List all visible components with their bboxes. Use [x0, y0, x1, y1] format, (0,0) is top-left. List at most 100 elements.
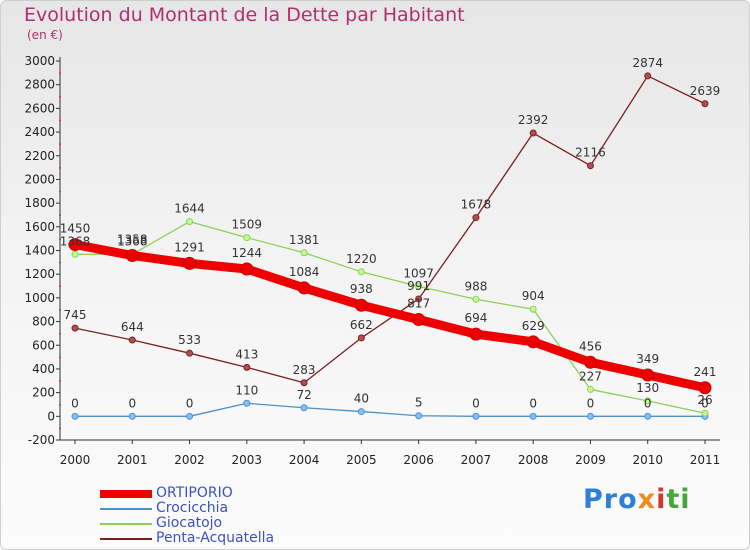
y-tick-label: 2200: [24, 149, 55, 163]
legend-label: Giocatojo: [156, 515, 223, 531]
y-tick-label: 3000: [24, 54, 55, 68]
data-point: [186, 349, 194, 357]
data-point: [583, 355, 597, 369]
data-point: [300, 379, 308, 387]
data-label: 1381: [289, 233, 320, 247]
y-minor-tick: [59, 285, 61, 288]
data-point: [186, 412, 194, 420]
x-tick-label: 2011: [690, 453, 721, 467]
y-tick-label: 1800: [24, 196, 55, 210]
data-label: 0: [529, 396, 537, 410]
y-tick-label: 1200: [24, 267, 55, 281]
y-tick-label: 1600: [24, 220, 55, 234]
data-point: [300, 249, 308, 257]
series-line-giocatojo: [74, 220, 706, 414]
data-label: 629: [522, 319, 545, 333]
data-point: [128, 336, 136, 344]
x-tick-label: 2009: [575, 453, 606, 467]
chart-subtitle: (en €): [27, 28, 63, 42]
proxiti-logo: Proxiti: [583, 484, 691, 515]
y-tick-label: -200: [28, 433, 55, 447]
data-point: [472, 412, 480, 420]
data-label: 0: [71, 396, 79, 410]
data-label: 1450: [60, 222, 91, 236]
series-line-penta-acquatella: [74, 75, 706, 384]
data-point: [415, 412, 423, 420]
data-label: 110: [235, 383, 258, 397]
data-point: [71, 412, 79, 420]
data-point: [641, 368, 655, 382]
data-label: 0: [701, 396, 709, 410]
y-minor-tick: [59, 403, 61, 406]
data-point: [357, 334, 365, 342]
data-point: [186, 218, 194, 226]
data-label: 40: [354, 392, 369, 406]
x-tick-label: 2003: [232, 453, 263, 467]
data-point: [698, 381, 712, 395]
data-point: [644, 397, 652, 405]
data-label: 1678: [461, 198, 492, 212]
data-label: 662: [350, 318, 373, 332]
y-tick-label: 0: [47, 409, 55, 423]
legend-swatch: [100, 490, 152, 498]
series-line-crocicchia: [74, 402, 706, 417]
data-label: 1368: [117, 234, 148, 248]
x-tick-label: 2000: [60, 453, 91, 467]
data-label: 0: [472, 396, 480, 410]
y-minor-tick: [59, 309, 61, 311]
data-point: [644, 72, 652, 80]
data-point: [586, 412, 594, 420]
data-point: [526, 335, 540, 349]
x-tick-label: 2002: [174, 453, 205, 467]
data-label: 413: [235, 347, 258, 361]
data-label: 0: [128, 396, 136, 410]
x-tick-label: 2008: [518, 453, 549, 467]
x-tick-label: 2005: [346, 453, 377, 467]
data-point: [357, 408, 365, 416]
data-label: 991: [407, 279, 430, 293]
data-label: 0: [644, 396, 652, 410]
data-point: [125, 248, 139, 262]
data-label: 644: [121, 320, 144, 334]
data-label: 2392: [518, 113, 549, 127]
data-point: [472, 295, 480, 303]
data-label: 1509: [232, 218, 263, 232]
series-line-ortiporio: [70, 240, 710, 393]
y-minor-tick: [59, 72, 61, 74]
y-minor-tick: [59, 380, 61, 382]
data-point: [243, 234, 251, 242]
y-minor-tick: [59, 214, 61, 216]
data-label: 694: [464, 311, 487, 325]
data-point: [412, 313, 426, 327]
data-label: 533: [178, 333, 201, 347]
data-label: 904: [522, 289, 545, 303]
data-label: 1097: [403, 266, 434, 280]
y-minor-tick: [59, 167, 61, 169]
data-point: [529, 305, 537, 313]
data-point: [243, 363, 251, 371]
y-minor-tick: [59, 332, 61, 335]
data-label: 2639: [690, 84, 721, 98]
y-tick-label: 800: [32, 315, 55, 329]
data-point: [701, 409, 709, 417]
data-label: 1358: [117, 232, 148, 246]
data-label: 227: [579, 369, 602, 383]
data-label: 283: [293, 363, 316, 377]
y-tick-label: 200: [32, 386, 55, 400]
data-point: [183, 256, 197, 270]
legend-label: Crocicchia: [156, 500, 229, 516]
legend-swatch: [100, 508, 152, 510]
data-label: 1291: [174, 240, 205, 254]
data-label: 1220: [346, 252, 377, 266]
data-label: 938: [350, 282, 373, 296]
data-label: 2116: [575, 146, 606, 160]
x-tick-label: 2007: [461, 453, 492, 467]
data-point: [529, 412, 537, 420]
data-label: 241: [694, 365, 717, 379]
data-label: 745: [64, 308, 87, 322]
data-label: 1368: [60, 234, 91, 248]
data-point: [297, 281, 311, 295]
data-point: [586, 162, 594, 170]
data-point: [529, 129, 537, 137]
